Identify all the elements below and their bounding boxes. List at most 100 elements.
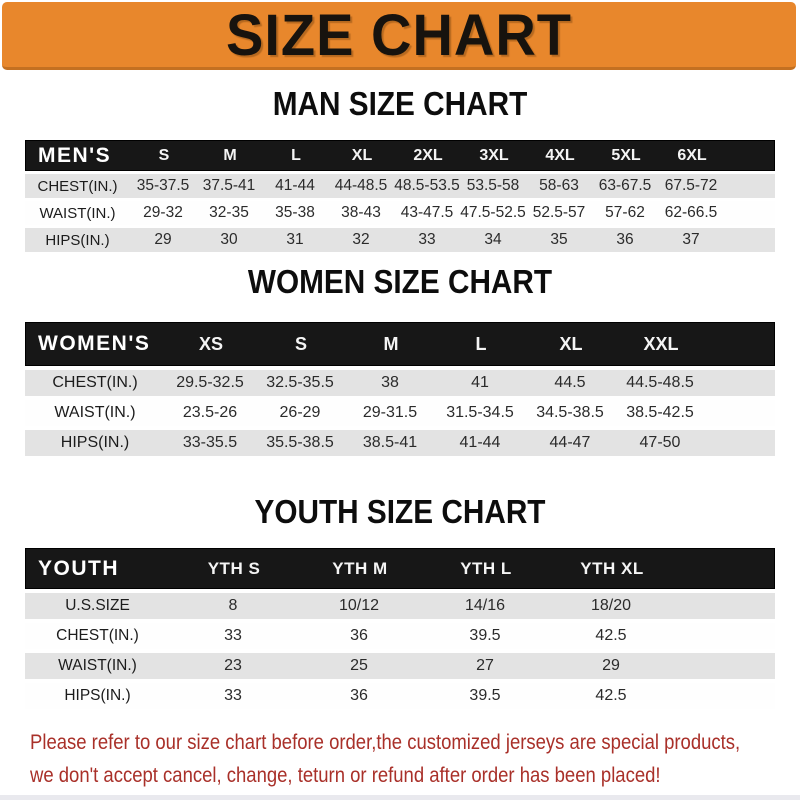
cell-value: 29 [154,231,172,248]
cell-value: 35-38 [275,204,315,221]
table-row: HIPS(IN.) 29 30 31 32 33 34 35 36 37 [25,228,775,252]
cell-value: 57-62 [605,204,645,221]
disclaimer-line-1: Please refer to our size chart before or… [30,730,741,754]
cell-value: 38 [381,374,399,391]
row-filler [674,623,775,649]
cell-value: 47-50 [639,434,681,451]
row-label: WAIST(IN.) [39,204,116,222]
column-header: M [223,146,237,164]
cell-value: 35 [550,231,568,248]
cell-value: 62-66.5 [664,204,718,221]
row-filler [724,228,775,252]
header-filler [706,323,774,365]
column-header: XXL [643,333,679,354]
table-header-label: WOMEN'S [38,332,151,355]
cell-value: 8 [228,597,238,614]
cell-value: 32 [352,231,370,248]
cell-value: 38.5-41 [362,434,418,451]
table-row: CHEST(IN.) 29.5-32.5 32.5-35.5 38 41 44.5 44.5… [25,370,775,396]
table-row: WAIST(IN.) 23 25 27 29 [25,653,775,679]
table-row: U.S.SIZE 8 10/12 14/16 18/20 [25,593,775,619]
cell-value: 23 [224,657,242,674]
column-header: XS [198,333,223,354]
cell-value: 32.5-35.5 [266,374,334,391]
header-filler [725,141,774,170]
cell-value: 42.5 [595,627,627,644]
cell-value: 41-44 [459,434,501,451]
table-row: HIPS(IN.) 33 36 39.5 42.5 [25,683,775,709]
cell-value: 33 [418,231,436,248]
cell-value: 33 [224,627,242,644]
youth-size-table: YOUTH YTH S YTH M YTH L YTH XL U.S.SIZE 8 10/12… [25,548,775,709]
women-section-heading: WOMEN SIZE CHART [247,262,553,301]
cell-value: 58-63 [539,177,579,194]
row-label: HIPS(IN.) [60,434,130,451]
table-header-row: MEN'S S M L XL 2XL 3XL 4XL 5XL 6XL [25,140,775,171]
column-header: L [291,146,301,164]
header-filler [675,549,774,588]
cell-value: 38-43 [341,204,381,221]
table-row: WAIST(IN.) 29-32 32-35 35-38 38-43 43-47.5 47.… [25,201,775,225]
cell-value: 27 [476,657,494,674]
youth-section-heading: YOUTH SIZE CHART [254,492,546,531]
title-banner: SIZE CHART [2,1,796,70]
cell-value: 44-48.5 [334,177,388,194]
row-label: CHEST(IN.) [52,374,138,391]
column-header: XL [559,333,583,354]
cell-value: 42.5 [595,687,627,704]
cell-value: 31 [286,231,304,248]
column-header: 2XL [413,146,443,164]
row-filler [724,174,775,198]
cell-value: 18/20 [590,597,632,614]
cell-value: 67.5-72 [664,177,718,194]
row-filler [705,370,775,396]
column-header: YTH L [460,558,512,578]
column-header: YTH XL [580,558,644,578]
disclaimer-note: Please refer to our size chart before or… [30,726,790,792]
mens-size-table: MEN'S S M L XL 2XL 3XL 4XL 5XL 6XL CHEST(IN.) 35-37… [25,140,775,252]
column-header: XL [351,146,373,164]
table-header-row: WOMEN'S XS S M L XL XXL [25,322,775,366]
cell-value: 41 [471,374,489,391]
cell-value: 33 [224,687,242,704]
cell-value: 48.5-53.5 [394,177,460,194]
table-row: WAIST(IN.) 23.5-26 26-29 29-31.5 31.5-34.5 34… [25,400,775,426]
column-header: YTH S [207,558,261,578]
cell-value: 25 [350,657,368,674]
cell-value: 44-47 [549,434,591,451]
cell-value: 31.5-34.5 [446,404,514,421]
cell-value: 36 [350,687,368,704]
row-label: WAIST(IN.) [58,657,137,674]
cell-value: 36 [350,627,368,644]
row-label: U.S.SIZE [65,597,130,614]
table-row: CHEST(IN.) 33 36 39.5 42.5 [25,623,775,649]
cell-value: 30 [220,231,238,248]
column-header: 3XL [479,146,509,164]
cell-value: 37 [682,231,700,248]
row-filler [705,400,775,426]
row-label: HIPS(IN.) [45,231,110,249]
cell-value: 14/16 [464,597,506,614]
row-filler [724,201,775,225]
cell-value: 44.5-48.5 [626,374,694,391]
row-label: WAIST(IN.) [54,404,136,421]
page-title: SIZE CHART [226,1,572,68]
cell-value: 35-37.5 [136,177,190,194]
row-filler [674,653,775,679]
cell-value: 37.5-41 [202,177,256,194]
man-section-heading: MAN SIZE CHART [272,84,528,123]
cell-value: 63-67.5 [598,177,652,194]
cell-value: 29 [602,657,620,674]
cell-value: 38.5-42.5 [626,404,694,421]
table-header-row: YOUTH YTH S YTH M YTH L YTH XL [25,548,775,589]
column-header: 4XL [545,146,575,164]
cell-value: 29-31.5 [362,404,418,421]
bottom-edge-strip [0,795,800,800]
cell-value: 10/12 [338,597,380,614]
cell-value: 43-47.5 [400,204,454,221]
disclaimer-line-2: we don't accept cancel, change, teturn o… [30,763,661,787]
cell-value: 26-29 [279,404,321,421]
column-header: L [475,333,487,354]
table-header-label: MEN'S [38,143,112,167]
